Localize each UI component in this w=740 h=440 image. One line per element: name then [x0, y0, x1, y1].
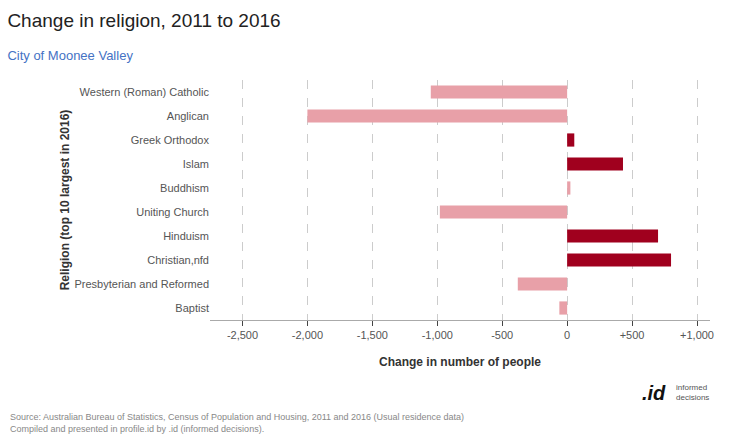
svg-text:-1,500: -1,500: [357, 329, 388, 341]
svg-text:Greek Orthodox: Greek Orthodox: [131, 134, 210, 146]
svg-text:-2,500: -2,500: [227, 329, 258, 341]
svg-text:-2,000: -2,000: [292, 329, 323, 341]
svg-text:0: 0: [564, 329, 570, 341]
svg-text:Source: Australian Bureau of S: Source: Australian Bureau of Statistics,…: [10, 412, 464, 434]
svg-text:Baptist: Baptist: [175, 302, 209, 314]
svg-text:+1,000: +1,000: [680, 329, 714, 341]
svg-text:Presbyterian and Reformed: Presbyterian and Reformed: [74, 278, 209, 290]
svg-text:-500: -500: [491, 329, 513, 341]
svg-text:Anglican: Anglican: [167, 110, 209, 122]
svg-text:.id: .id: [642, 382, 666, 404]
svg-text:+500: +500: [620, 329, 645, 341]
svg-text:informeddecisions: informeddecisions: [676, 383, 709, 402]
svg-text:Hinduism: Hinduism: [163, 230, 209, 242]
svg-text:Change in number of people: Change in number of people: [379, 355, 541, 369]
svg-text:Islam: Islam: [183, 158, 209, 170]
svg-text:Change in religion, 2011 to 20: Change in religion, 2011 to 2016: [7, 10, 280, 31]
svg-text:Religion (top 10 largest in 20: Religion (top 10 largest in 2016): [58, 110, 72, 291]
svg-text:Uniting Church: Uniting Church: [136, 206, 209, 218]
svg-text:Buddhism: Buddhism: [160, 182, 209, 194]
svg-text:Western (Roman) Catholic: Western (Roman) Catholic: [80, 86, 210, 98]
svg-text:Christian,nfd: Christian,nfd: [147, 254, 209, 266]
svg-text:City of Moonee Valley: City of Moonee Valley: [7, 48, 133, 63]
svg-text:-1,000: -1,000: [422, 329, 453, 341]
